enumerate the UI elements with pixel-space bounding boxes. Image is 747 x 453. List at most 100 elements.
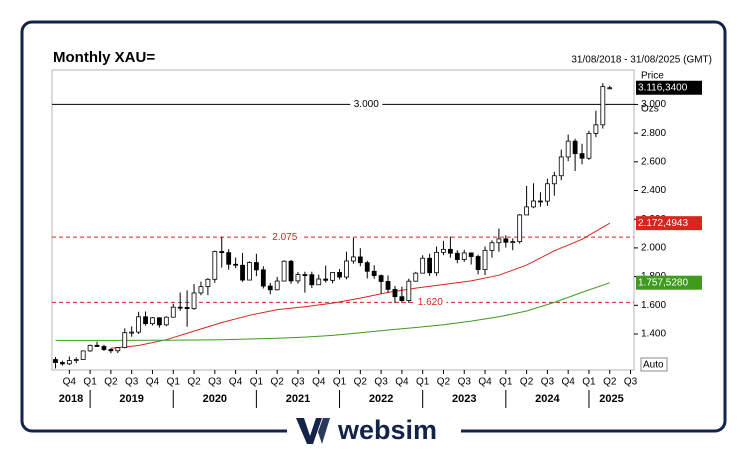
candle-body (399, 296, 405, 301)
x-tick-label: Q3 (541, 377, 555, 388)
candle-body (66, 360, 72, 365)
candle-body (510, 241, 516, 243)
candle-body (475, 256, 481, 270)
y-tick-label: 3.000 (641, 99, 666, 110)
candle-body (441, 248, 446, 253)
candle-body (385, 281, 391, 290)
logo-icon (296, 418, 330, 444)
candle-body (59, 362, 65, 365)
y-tick-label: 2.600 (641, 156, 666, 167)
candle-body (482, 249, 488, 270)
x-tick-label: Q4 (395, 377, 409, 388)
candle-body (260, 269, 266, 287)
candle-body (468, 252, 474, 257)
x-tick-label: Q2 (603, 377, 617, 388)
candle-body (87, 344, 93, 352)
candle-body (191, 292, 197, 309)
candle-body (579, 153, 585, 159)
scale-box (640, 357, 668, 372)
x-tick-label: Q2 (354, 377, 368, 388)
overlay-value-bg (636, 275, 702, 290)
reference-label-bg (268, 231, 301, 244)
candle-body (600, 86, 606, 126)
x-tick-label: Q1 (582, 377, 596, 388)
candle-body (607, 87, 613, 90)
plot-area (51, 69, 635, 371)
last-price: 3.116,3400 (638, 82, 688, 93)
x-tick-label: Q4 (63, 377, 77, 388)
year-label: 2025 (599, 393, 623, 405)
chart-title: Monthly XAU= (53, 49, 155, 66)
candle-body (80, 350, 86, 360)
candle-body (274, 280, 280, 291)
candle-body (170, 306, 176, 318)
unit-label: Ozs (641, 104, 659, 115)
candle-body (177, 306, 183, 309)
year-label: 2024 (535, 393, 560, 405)
candle-body (371, 270, 377, 276)
candle-body (337, 272, 342, 278)
x-tick-label: Q4 (562, 377, 576, 388)
candle-body (288, 260, 294, 282)
candle-body (350, 256, 356, 262)
candle-body (344, 260, 349, 278)
candle-body (544, 183, 550, 202)
candle-body (447, 248, 453, 254)
candle-body (538, 200, 543, 203)
moving-average (55, 282, 610, 341)
x-tick-label: Q1 (416, 377, 430, 388)
date-range: 31/08/2018 - 31/08/2025 (GMT) (571, 55, 712, 66)
reference-label: 2.075 (272, 232, 297, 243)
y-tick-label: 1.600 (641, 300, 666, 311)
x-tick-label: Q1 (499, 377, 513, 388)
overlay-value: 2.172,4943 (638, 218, 688, 229)
candle-body (427, 257, 433, 274)
candle-body (267, 285, 273, 291)
x-tick-label: Q2 (187, 377, 201, 388)
candle-body (357, 256, 363, 264)
candle-body (392, 288, 398, 298)
x-tick-label: Q1 (83, 377, 97, 388)
candle-body (496, 238, 502, 244)
candle-body (413, 272, 419, 282)
candle-body (551, 175, 557, 185)
candle-body (524, 206, 530, 216)
candle-body (489, 242, 495, 251)
x-tick-label: Q3 (624, 377, 638, 388)
candle-body (205, 278, 211, 288)
candle-body (434, 251, 439, 274)
year-label: 2018 (59, 393, 83, 405)
y-tick-label: 2.000 (641, 243, 666, 254)
candle-body (461, 252, 467, 260)
candle-body (129, 331, 135, 334)
candle-body (240, 264, 245, 281)
x-tick-label: Q3 (125, 377, 139, 388)
year-label: 2019 (119, 393, 143, 405)
overlay-value-bg (636, 216, 702, 231)
candle-body (323, 278, 329, 281)
candle-body (108, 349, 114, 352)
candle-body (586, 133, 592, 159)
x-tick-label: Q3 (458, 377, 472, 388)
candle-body (212, 251, 218, 280)
moving-average (110, 222, 611, 349)
candle-body (503, 238, 509, 243)
candle-body (143, 316, 148, 325)
candle-body (558, 156, 564, 177)
reference-label: 1.620 (418, 297, 443, 308)
candle-body (122, 332, 128, 349)
x-tick-label: Q2 (104, 377, 118, 388)
year-label: 2022 (369, 393, 393, 405)
candle-body (136, 316, 142, 333)
candle-body (219, 251, 225, 254)
candle-body (150, 317, 155, 325)
candle-body (115, 347, 121, 352)
candle-body (53, 359, 58, 363)
reference-label-bg (414, 296, 447, 309)
candle-body (378, 275, 384, 282)
candle-body (517, 214, 523, 242)
x-tick-label: Q3 (208, 377, 222, 388)
candle-body (406, 280, 412, 301)
